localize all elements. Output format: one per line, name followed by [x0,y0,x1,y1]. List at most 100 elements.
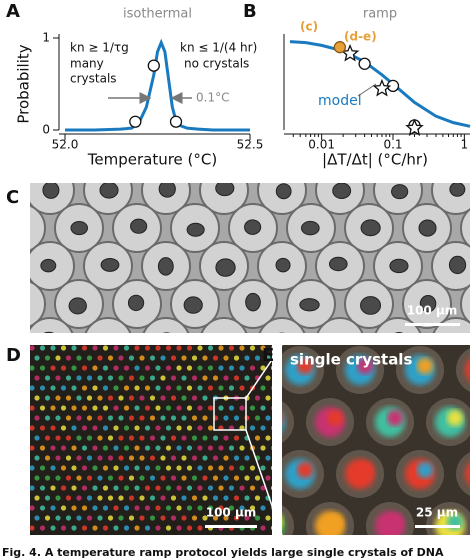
panel-letter: A [6,1,20,22]
panel-letter: D [6,345,21,366]
crystal [389,258,409,274]
crystal-dot [170,515,177,521]
crystal-dot [149,355,156,361]
crystal-dot [270,485,272,491]
crystal-dot [176,445,182,451]
crystal [327,410,343,426]
crystal-dot [149,435,156,441]
leader-line [357,83,377,97]
crystal [0,334,2,349]
crystal-dot [207,445,214,451]
crystal-dot [92,505,98,511]
crystal-dot [71,465,77,471]
crystal-dot [149,495,156,501]
crystal [357,358,373,374]
crystal [40,258,57,273]
crystal-dot [107,435,114,441]
crystal-dot [170,395,177,401]
crystal-dot [139,415,145,421]
well [84,317,132,333]
crystal-dot [223,415,229,421]
panel-label: single crystals [290,351,412,369]
crystal-dot [207,485,214,491]
crystal-dot [260,445,266,451]
crystal-dot [218,505,224,511]
crystal-dot [191,375,198,381]
crystal-dot [233,475,240,481]
crystal-dot [186,465,193,471]
crystal-dot [239,345,245,351]
crystal-dot [39,505,46,511]
crystal-dot [176,425,182,431]
crystal-dot [60,445,67,451]
scale-bar [405,323,460,326]
well [258,317,306,333]
crystal [448,255,467,275]
well [141,183,191,215]
crystal-dot [276,415,281,420]
crystal-dot [139,475,145,481]
crystal-dot [55,515,61,521]
crystal-dot [128,475,135,481]
crystal-dot [118,375,124,381]
crystal [300,220,320,236]
crystal-dot [113,425,119,431]
crystal-dot [202,375,208,381]
crystal [158,183,176,198]
crystal-dot [265,535,270,540]
crystal-dot [244,535,249,540]
annotation: crystals [70,72,117,86]
x-tick-label: 52.5 [237,138,264,152]
crystal-dot [55,475,61,481]
crystal-dot [207,365,214,371]
crystal-dot [76,435,82,441]
crystal-dot [176,485,182,491]
well [460,284,470,324]
crystal-dot [218,465,224,471]
crystal-dot [65,515,72,521]
crystal-dot [123,385,130,391]
crystal-dot [170,435,177,441]
crystal-dot [139,495,145,501]
crystal-dot [223,535,228,540]
scale-bar-label: 100 µm [407,304,458,318]
crystal [43,331,54,333]
crystal-dot [118,535,123,540]
well [0,242,16,290]
crystal-dot [102,425,109,431]
crystal-dot [186,445,193,451]
crystal-dot [144,525,151,531]
crystal-dot [50,485,56,491]
crystal-dot [186,425,193,431]
crystal-dot [134,405,140,411]
crystal-dot [86,495,93,501]
crystal-dot [265,475,271,481]
crystal-dot [34,455,40,461]
crystal-dot [55,455,61,461]
crystal-dot [76,455,82,461]
crystal-dot [55,495,61,501]
crystal-dot [212,375,219,381]
crystal-dot [34,535,39,540]
crystal-dot [276,355,281,360]
crystal-dot [86,475,93,481]
well [282,505,294,535]
crystal-dot [39,405,46,411]
crystal-dot [233,495,240,501]
crystal-dot [65,475,72,481]
crystal-dot [128,395,135,401]
crystal-dot [39,365,46,371]
crystal-dot [149,515,156,521]
crystal-dot [155,405,161,411]
well [460,208,470,248]
crystal-dot [181,495,187,501]
crystal-dot [107,515,114,521]
crystal [127,294,145,312]
crystal-dot [244,415,250,421]
crystal-dot [97,535,102,540]
crystal-dot [176,365,182,371]
crystal-dot [134,445,140,451]
crystal-dot [202,455,208,461]
crystal-dot [76,355,82,361]
crystal-dot [102,505,109,511]
